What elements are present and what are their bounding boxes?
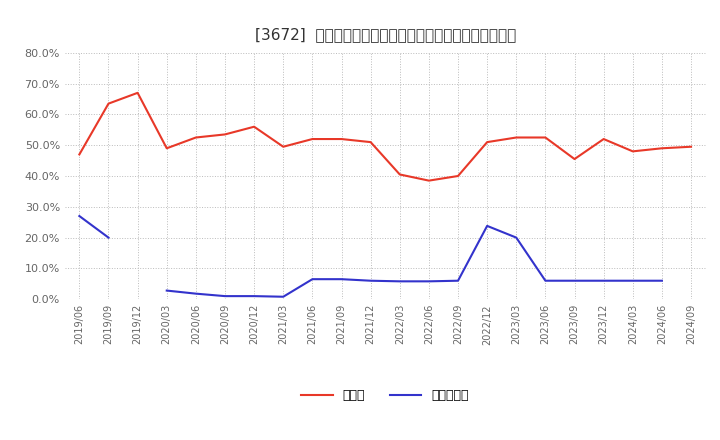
現顔金 [192,135,200,140]
Legend: 現顔金, 有利子負債: 現顔金, 有利子負債 [297,384,474,407]
有利子負債 [279,294,287,299]
現顔金 [220,132,229,137]
現顔金 [133,90,142,95]
現顔金 [425,178,433,183]
有利子負債 [454,278,462,283]
現顔金 [308,136,317,142]
現顔金 [541,135,550,140]
有利子負債 [570,278,579,283]
有利子負債 [220,293,229,299]
現顔金 [163,146,171,151]
有利子負債 [308,277,317,282]
有利子負債 [395,279,404,284]
現顔金 [104,101,113,106]
有利子負債 [657,278,666,283]
有利子負債 [483,223,492,228]
有利子負債 [250,293,258,299]
現顔金 [687,144,696,150]
有利子負債 [75,213,84,219]
有利子負債 [366,278,375,283]
現顔金 [483,139,492,145]
有利子負債 [163,288,171,293]
現顔金 [250,124,258,129]
現顔金 [454,173,462,179]
現顔金 [657,146,666,151]
現顔金 [337,136,346,142]
有利子負債 [104,235,113,240]
有利子負債 [425,279,433,284]
現顔金 [75,152,84,157]
現顔金 [599,136,608,142]
現顔金 [395,172,404,177]
現顔金 [366,139,375,145]
現顔金 [512,135,521,140]
有利子負債 [599,278,608,283]
有利子負債 [541,278,550,283]
有利子負債 [337,277,346,282]
Line: 現顔金: 現顔金 [79,93,691,181]
Title: [3672]  現預金、有利子負債の総資産に対する比率の推移: [3672] 現預金、有利子負債の総資産に対する比率の推移 [255,27,516,42]
Line: 有利子負債: 有利子負債 [79,216,662,297]
有利子負債 [192,291,200,296]
現顔金 [279,144,287,150]
有利子負債 [512,235,521,240]
有利子負債 [629,278,637,283]
現顔金 [629,149,637,154]
現顔金 [570,156,579,161]
